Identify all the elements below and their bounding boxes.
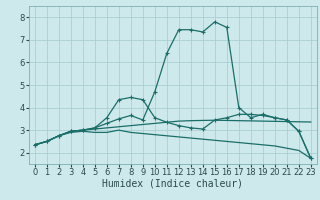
X-axis label: Humidex (Indice chaleur): Humidex (Indice chaleur) <box>102 179 243 189</box>
